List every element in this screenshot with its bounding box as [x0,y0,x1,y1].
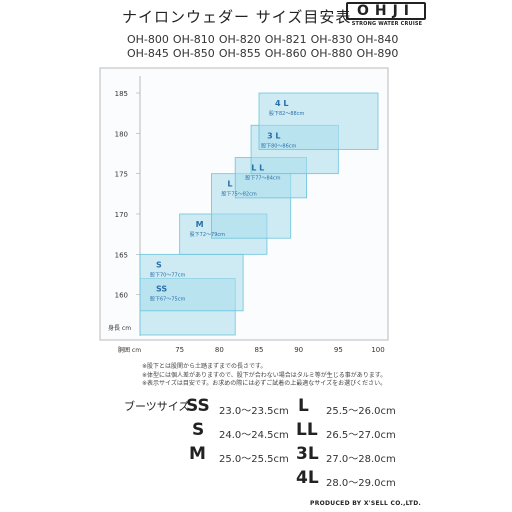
model-number: OH-845 [127,47,169,60]
note-line: ※体型には個人差がありますので、股下が合わない場合はタルミ等が生じる事があります… [142,371,387,379]
footer-credit: PRODUCED BY X'SELL CO.,LTD. [310,500,422,507]
boots-size: M [189,444,206,464]
model-number: OH-855 [218,47,261,60]
inseam-label: 股下82～88cm [269,111,304,117]
size-label: SS [156,285,167,294]
x-tick-label: 95 [334,346,343,354]
y-tick-label: 185 [115,90,128,98]
y-tick-label: 170 [115,211,128,219]
boots-size: SS [186,396,210,416]
inseam-label: 股下80～86cm [261,143,296,149]
model-number: OH-890 [356,47,399,60]
boots-size: 4L [296,468,319,488]
model-number: OH-830 [310,33,353,46]
logo-subtext: STRONG WATER CRUISE [351,21,423,27]
size-box [139,253,244,312]
size-label: 3 L [267,131,280,140]
model-row-1: OH-800 OH-810 OH-820 OH-821 OH-830 OH-840 [127,33,402,47]
x-tick-label: 75 [175,346,184,354]
model-number: OH-820 [218,33,261,46]
x-tick-label: 100 [371,346,384,354]
y-tick-label: 180 [115,130,128,138]
inseam-label: 股下70～77cm [150,272,185,278]
inseam-label: 股下75～82cm [221,192,256,198]
size-label: L [227,180,232,189]
size-label: S [156,260,162,269]
model-number: OH-821 [264,33,307,46]
boots-range: 25.0～25.5cm [219,454,289,465]
inseam-label: 股下67～75cm [150,297,185,303]
y-tick-label: 175 [115,171,128,179]
boots-size: S [192,420,205,440]
model-number: OH-880 [310,47,353,60]
model-number: OH-860 [264,47,307,60]
page-title: ナイロンウェダー サイズ目安表 [122,8,352,26]
logo-text: OHJI [346,2,426,20]
inseam-label: 股下72～79cm [190,232,225,238]
model-number: OH-850 [172,47,215,60]
boots-size: LL [296,420,318,440]
model-list: OH-800 OH-810 OH-820 OH-821 OH-830 OH-840 OH-… [127,33,402,61]
size-label: M [196,220,204,229]
x-tick-label: 80 [215,346,224,354]
model-number: OH-810 [172,33,215,46]
brand-logo: OHJI STRONG WATER CRUISE [346,2,428,30]
size-box [258,92,379,150]
model-number: OH-800 [127,33,169,46]
model-row-2: OH-845 OH-850 OH-855 OH-860 OH-880 OH-890 [127,47,402,61]
inseam-label: 股下77～84cm [245,176,280,182]
boots-range: 24.0～24.5cm [219,430,289,441]
notes: ※股下とは股関から土踏まずまでの長さです。 ※体型には個人差がありますので、股下… [142,363,386,389]
boots-size-label: ブーツサイズ [124,400,190,413]
x-tick-label: 90 [294,346,303,354]
y-axis-label: 身長 cm [108,324,131,332]
size-label: L L [251,164,264,173]
boots-range: 27.0～28.0cm [326,454,396,465]
y-tick-label: 165 [115,251,128,259]
boots-range: 23.0～23.5cm [219,406,289,417]
boots-range: 28.0～29.0cm [326,478,396,489]
size-label: 4 L [275,99,288,108]
boots-size: 3L [296,444,319,464]
boots-size: L [298,396,309,416]
x-axis-label: 胴囲 cm [118,347,141,354]
note-line: ※表示サイズは目安です。お求めの際には必ずご試着の上最適なサイズをお選びください… [142,380,387,387]
note-line: ※股下とは股関から土踏まずまでの長さです。 [142,363,267,370]
y-tick-label: 160 [115,292,128,300]
boots-range: 26.5～27.0cm [326,430,396,441]
model-number: OH-840 [356,33,399,46]
boots-range: 25.5～26.0cm [326,406,396,417]
x-tick-label: 85 [255,346,264,354]
